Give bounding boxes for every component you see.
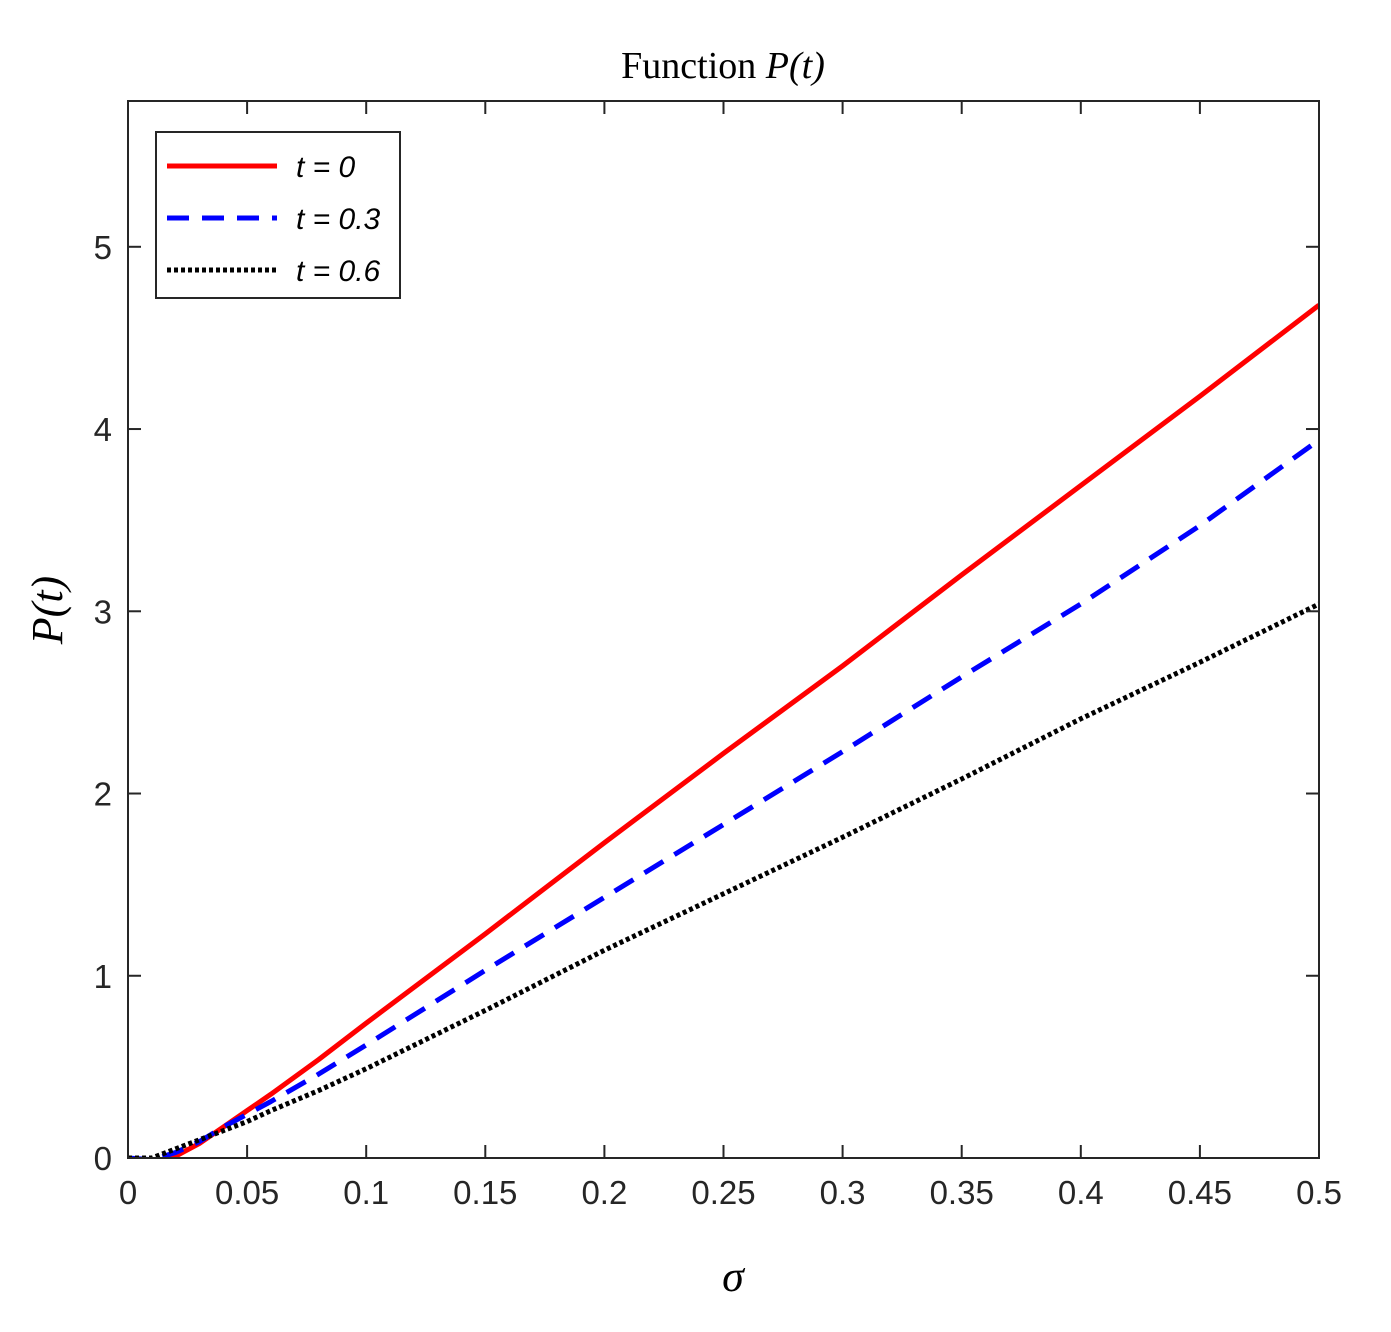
x-tick-label: 0.05 — [215, 1174, 279, 1211]
legend-entries: t = 0 t = 0.3 t = 0.6 — [167, 151, 381, 288]
y-tick-label: 4 — [94, 411, 112, 448]
ticks-layer: 0 0.05 0.1 0.15 0.2 0.25 0.3 0.35 0.4 0.45 0.5 0 1 2 3… — [94, 101, 1342, 1211]
y-axis-label: P(t) — [23, 576, 72, 645]
x-tick-label: 0.5 — [1296, 1174, 1342, 1211]
x-tick-label: 0.25 — [691, 1174, 755, 1211]
chart-title-math: P(t) — [765, 45, 825, 87]
x-tick-label: 0.1 — [343, 1174, 389, 1211]
legend: t = 0 t = 0.3 t = 0.6 — [155, 131, 401, 299]
series-line-1 — [128, 303, 1319, 1158]
chart-title-text: Function — [621, 45, 756, 87]
y-tick-label: 2 — [94, 776, 112, 813]
x-tick-label: 0 — [119, 1174, 137, 1211]
x-tick-label: 0.3 — [820, 1174, 866, 1211]
y-tick-label: 5 — [94, 229, 112, 266]
x-tick-label: 0.45 — [1168, 1174, 1232, 1211]
x-tick-label: 0.15 — [453, 1174, 517, 1211]
legend-label-1: t = 0 — [296, 151, 356, 184]
x-tick-label: 0.35 — [930, 1174, 994, 1211]
chart-title: Function P(t) — [621, 45, 825, 87]
x-axis-label: σ — [722, 1252, 746, 1301]
legend-label-2: t = 0.3 — [296, 203, 381, 236]
series-line-3 — [128, 601, 1319, 1158]
x-tick-label: 0.2 — [581, 1174, 627, 1211]
y-tick-label: 3 — [94, 593, 112, 630]
y-tick-label: 1 — [94, 958, 112, 995]
x-tick-label: 0.4 — [1058, 1174, 1104, 1211]
y-tick-label: 0 — [94, 1140, 112, 1177]
series-layer — [128, 303, 1319, 1158]
legend-label-3: t = 0.6 — [296, 255, 381, 288]
